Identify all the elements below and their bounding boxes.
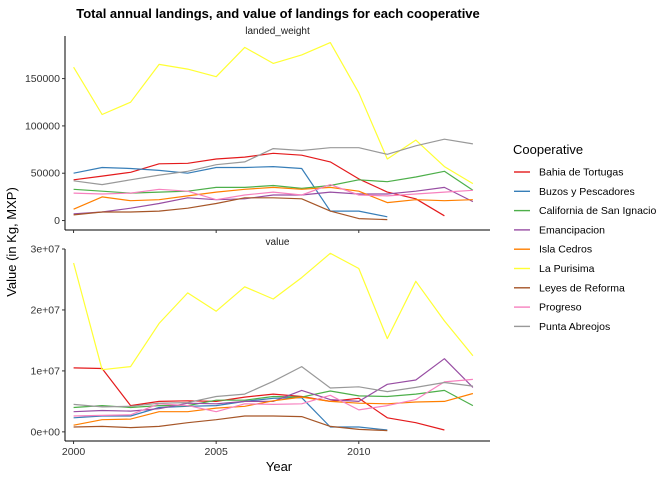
series-line-bahia-de-tortugas	[73, 367, 445, 431]
y-tick-label: 100000	[25, 120, 60, 132]
legend-item-emancipacion: Emancipacion	[514, 224, 605, 236]
legend-label: Progreso	[539, 302, 582, 314]
y-tick-label: 0	[54, 215, 60, 227]
series-line-isla-cedros	[73, 186, 473, 210]
legend-label: Leyes de Reforma	[539, 282, 625, 294]
x-axis-label: Year	[266, 459, 293, 474]
x-tick-label: 2010	[347, 446, 371, 458]
legend-label: Emancipacion	[539, 224, 605, 236]
x-tick-label: 2005	[204, 446, 228, 458]
series-line-california-de-san-ignacio	[73, 389, 474, 409]
legend-label: Isla Cedros	[539, 244, 592, 256]
series-line-la-purisima	[73, 252, 474, 371]
series-line-progreso	[73, 184, 473, 201]
panel-strip-label: landed_weight	[245, 26, 310, 37]
chart-title: Total annual landings, and value of land…	[76, 6, 480, 21]
legend-title: Cooperative	[513, 142, 583, 157]
series-line-california-de-san-ignacio	[73, 170, 474, 194]
series-line-punta-abreojos	[73, 138, 473, 186]
legend-item-california-de-san-ignacio: California de San Ignacio	[514, 205, 656, 217]
y-tick-label: 50000	[31, 168, 60, 180]
legend: Cooperative Bahia de Tortugas Buzos y Pes…	[513, 142, 656, 333]
legend-item-bahia-de-tortugas: Bahia de Tortugas	[514, 167, 623, 179]
legend-label: Bahia de Tortugas	[539, 167, 623, 179]
legend-label: California de San Ignacio	[539, 205, 656, 217]
panel-0: landed_weight 0 50000 100000 150000	[25, 26, 490, 233]
panel-strip-label: value	[266, 237, 290, 248]
legend-items: Bahia de Tortugas Buzos y Pescadores Calif…	[514, 167, 656, 333]
series-line-leyes-de-reforma	[73, 415, 388, 432]
y-tick-label: 3e+07	[31, 244, 61, 256]
series-line-la-purisima	[73, 41, 474, 185]
series-line-punta-abreojos	[73, 366, 473, 408]
legend-item-progreso: Progreso	[514, 302, 582, 314]
series-line-leyes-de-reforma	[73, 197, 388, 221]
x-tick-label: 2000	[62, 446, 86, 458]
y-tick-label: 2e+07	[31, 304, 61, 316]
legend-label: Buzos y Pescadores	[539, 186, 635, 198]
legend-item-punta-abreojos: Punta Abreojos	[514, 321, 610, 333]
y-axis-label: Value (in Kg, MXP)	[4, 187, 19, 297]
legend-label: Punta Abreojos	[539, 321, 610, 333]
y-tick-label: 1e+07	[31, 365, 61, 377]
series-line-emancipacion	[73, 358, 474, 413]
legend-item-la-purisima: La Purisima	[514, 263, 595, 275]
legend-item-leyes-de-reforma: Leyes de Reforma	[514, 282, 625, 294]
series-line-buzos-y-pescadores	[73, 166, 388, 218]
series-line-isla-cedros	[73, 392, 474, 426]
facet-panels: landed_weight 0 50000 100000 150000 value 0e+0…	[25, 26, 490, 458]
y-tick-label: 150000	[25, 73, 60, 85]
series-line-emancipacion	[73, 186, 474, 215]
y-tick-label: 0e+00	[31, 426, 61, 438]
legend-item-buzos-y-pescadores: Buzos y Pescadores	[514, 186, 635, 198]
legend-label: La Purisima	[539, 263, 595, 275]
panel-1: value 0e+00 1e+07 2e+07 3e+07 2000 2005 2010	[31, 237, 490, 458]
series-line-bahia-de-tortugas	[73, 152, 445, 217]
legend-item-isla-cedros: Isla Cedros	[514, 244, 592, 256]
series-line-progreso	[73, 378, 473, 417]
